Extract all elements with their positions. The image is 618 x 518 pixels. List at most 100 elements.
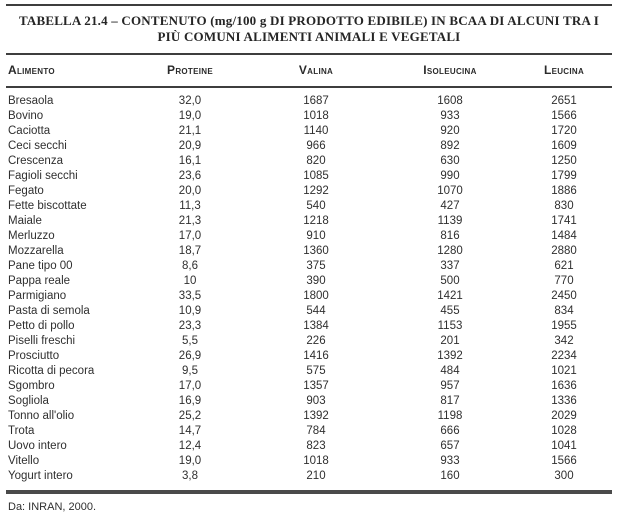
value-cell: 33,5 xyxy=(178,290,202,302)
table-row: Trota 14,7 784 666 1028 xyxy=(6,424,612,439)
value-cell: 1028 xyxy=(551,425,577,437)
value-cell: 1384 xyxy=(303,320,329,332)
table-title: TABELLA 21.4 – CONTENUTO (mg/100 g DI PR… xyxy=(8,13,610,45)
value-cell: 342 xyxy=(554,335,574,347)
value-cell: 1484 xyxy=(551,230,577,242)
value-cell: 1218 xyxy=(303,215,329,227)
value-cell: 1153 xyxy=(437,320,463,332)
value-cell: 18,7 xyxy=(178,245,202,257)
value-cell: 21,1 xyxy=(178,125,202,137)
food-name-cell: Fette biscottate xyxy=(8,200,87,212)
value-cell: 2880 xyxy=(551,245,577,257)
value-cell: 903 xyxy=(306,395,326,407)
value-cell: 666 xyxy=(440,425,460,437)
value-cell: 1955 xyxy=(551,320,577,332)
food-name-cell: Fegato xyxy=(8,185,44,197)
value-cell: 2450 xyxy=(551,290,577,302)
value-cell: 1018 xyxy=(303,110,329,122)
food-name-cell: Ricotta di pecora xyxy=(8,365,95,377)
value-cell: 823 xyxy=(306,440,326,452)
table-row: Fette biscottate 11,3 540 427 830 xyxy=(6,199,612,214)
value-cell: 1357 xyxy=(303,380,329,392)
value-cell: 1139 xyxy=(437,215,463,227)
table-row: Maiale 21,3 1218 1139 1741 xyxy=(6,214,612,229)
value-cell: 657 xyxy=(440,440,460,452)
value-cell: 337 xyxy=(440,260,460,272)
value-cell: 455 xyxy=(440,305,460,317)
column-header-isoleucina: Isoleucina xyxy=(384,53,516,88)
bcaa-table: Alimento Proteine Valina Isoleucina Leuc… xyxy=(6,53,612,494)
value-cell: 834 xyxy=(554,305,574,317)
table-row: Vitello 19,0 1018 933 1566 xyxy=(6,454,612,469)
food-name-cell: Sgombro xyxy=(8,380,55,392)
value-cell: 920 xyxy=(440,125,460,137)
table-row: Merluzzo 17,0 910 816 1484 xyxy=(6,229,612,244)
value-cell: 32,0 xyxy=(178,95,202,107)
value-cell: 16,9 xyxy=(178,395,202,407)
food-name-cell: Prosciutto xyxy=(8,350,60,362)
value-cell: 770 xyxy=(554,275,574,287)
value-cell: 16,1 xyxy=(178,155,202,167)
food-name-cell: Bresaola xyxy=(8,95,54,107)
value-cell: 1018 xyxy=(303,455,329,467)
food-name-cell: Trota xyxy=(8,425,35,437)
value-cell: 933 xyxy=(440,455,460,467)
value-cell: 160 xyxy=(440,470,460,482)
food-name-cell: Yogurt intero xyxy=(8,470,73,482)
table-row: Mozzarella 18,7 1360 1280 2880 xyxy=(6,244,612,259)
value-cell: 11,3 xyxy=(179,200,201,212)
value-cell: 544 xyxy=(306,305,326,317)
food-name-cell: Tonno all'olio xyxy=(8,410,75,422)
table-row: Piselli freschi 5,5 226 201 342 xyxy=(6,334,612,349)
column-header-alimento: Alimento xyxy=(6,53,132,88)
food-name-cell: Pane tipo 00 xyxy=(8,260,73,272)
value-cell: 784 xyxy=(306,425,326,437)
value-cell: 1886 xyxy=(551,185,577,197)
table-header: Alimento Proteine Valina Isoleucina Leuc… xyxy=(6,53,612,88)
table-title-line1: TABELLA 21.4 – CONTENUTO (mg/100 g DI PR… xyxy=(18,13,600,28)
value-cell: 1687 xyxy=(303,95,329,107)
value-cell: 1085 xyxy=(303,170,329,182)
table-header-row: Alimento Proteine Valina Isoleucina Leuc… xyxy=(6,53,612,88)
value-cell: 1198 xyxy=(437,410,463,422)
column-header-leucina: Leucina xyxy=(516,53,612,88)
table-row: Yogurt intero 3,8 210 160 300 xyxy=(6,469,612,492)
food-name-cell: Maiale xyxy=(8,215,42,227)
table-row: Ricotta di pecora 9,5 575 484 1021 xyxy=(6,364,612,379)
value-cell: 1636 xyxy=(551,380,577,392)
value-cell: 12,4 xyxy=(178,440,202,452)
column-header-valina: Valina xyxy=(248,53,384,88)
table-row: Pasta di semola 10,9 544 455 834 xyxy=(6,304,612,319)
top-rule xyxy=(6,4,612,6)
value-cell: 1280 xyxy=(437,245,463,257)
table-row: Caciotta 21,1 1140 920 1720 xyxy=(6,124,612,139)
food-name-cell: Pasta di semola xyxy=(8,305,90,317)
food-name-cell: Crescenza xyxy=(8,155,63,167)
table-row: Prosciutto 26,9 1416 1392 2234 xyxy=(6,349,612,364)
value-cell: 816 xyxy=(440,230,460,242)
table-row: Parmigiano 33,5 1800 1421 2450 xyxy=(6,289,612,304)
value-cell: 1140 xyxy=(303,125,329,137)
value-cell: 23,3 xyxy=(178,320,202,332)
value-cell: 17,0 xyxy=(178,230,202,242)
table-row: Petto di pollo 23,3 1384 1153 1955 xyxy=(6,319,612,334)
value-cell: 2651 xyxy=(551,95,577,107)
table-row: Pane tipo 00 8,6 375 337 621 xyxy=(6,259,612,274)
value-cell: 575 xyxy=(306,365,326,377)
value-cell: 630 xyxy=(440,155,460,167)
value-cell: 1609 xyxy=(551,140,577,152)
value-cell: 1421 xyxy=(437,290,463,302)
value-cell: 1799 xyxy=(551,170,577,182)
table-row: Fegato 20,0 1292 1070 1886 xyxy=(6,184,612,199)
table-body: Bresaola 32,0 1687 1608 2651 Bovino 19,0 1018 93… xyxy=(6,87,612,492)
value-cell: 25,2 xyxy=(178,410,202,422)
table-row: Tonno all'olio 25,2 1392 1198 2029 xyxy=(6,409,612,424)
table-row: Fagioli secchi 23,6 1085 990 1799 xyxy=(6,169,612,184)
value-cell: 2234 xyxy=(551,350,577,362)
value-cell: 1800 xyxy=(303,290,329,302)
value-cell: 1608 xyxy=(437,95,463,107)
value-cell: 8,6 xyxy=(182,260,198,272)
table-row: Crescenza 16,1 820 630 1250 xyxy=(6,154,612,169)
value-cell: 9,5 xyxy=(182,365,198,377)
